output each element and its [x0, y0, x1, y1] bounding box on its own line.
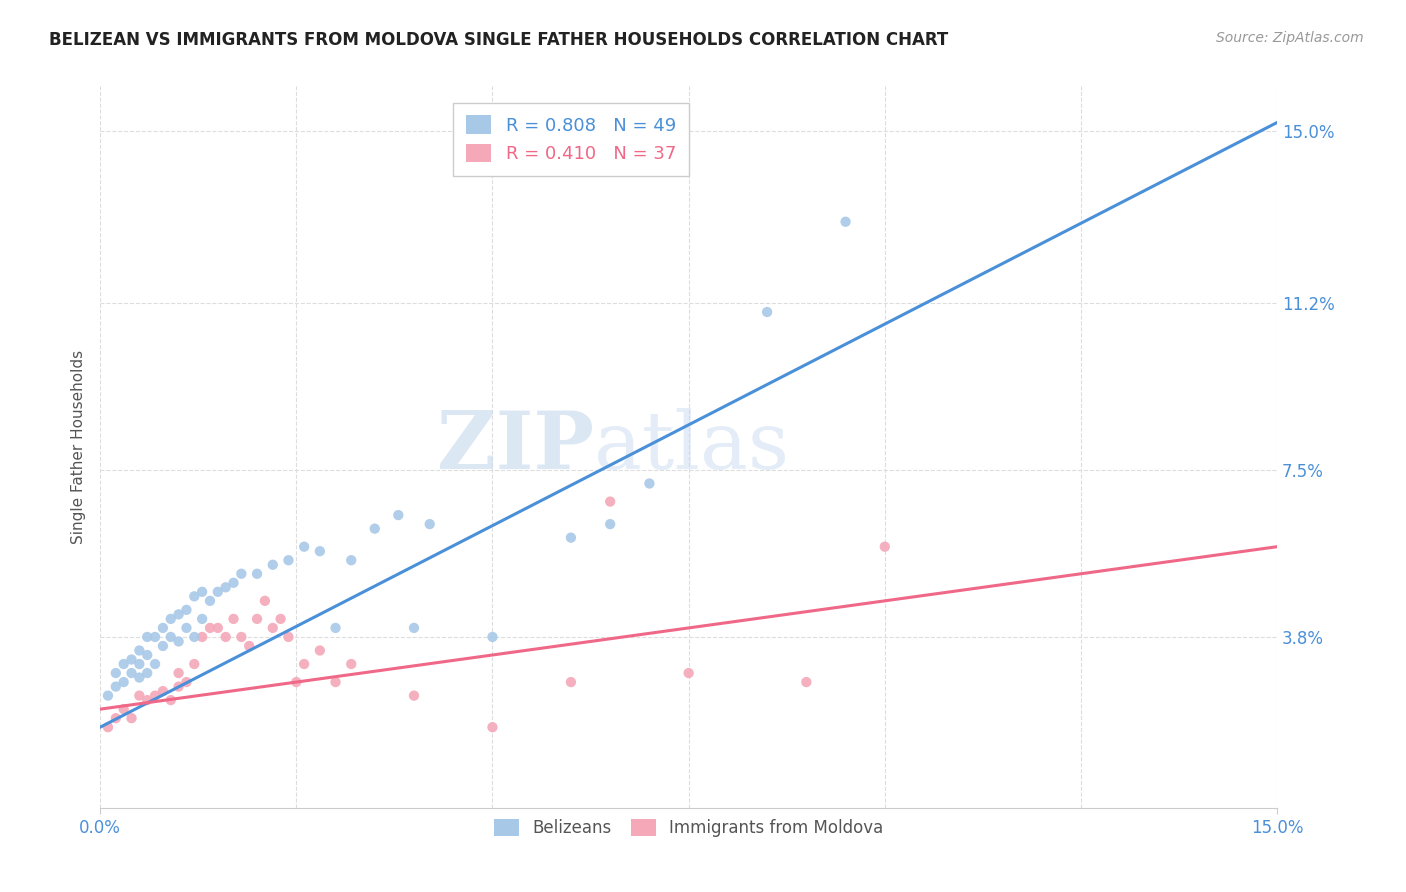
- Point: [183, 630, 205, 644]
- Point: [176, 603, 198, 617]
- Point: [207, 584, 229, 599]
- Point: [198, 621, 221, 635]
- Point: [270, 612, 292, 626]
- Point: [253, 594, 276, 608]
- Point: [198, 594, 221, 608]
- Point: [167, 634, 190, 648]
- Point: [152, 621, 174, 635]
- Point: [152, 684, 174, 698]
- Point: [756, 305, 779, 319]
- Point: [112, 702, 135, 716]
- Point: [308, 544, 330, 558]
- Point: [215, 580, 238, 594]
- Point: [104, 711, 127, 725]
- Point: [167, 666, 190, 681]
- Point: [121, 652, 143, 666]
- Point: [159, 630, 181, 644]
- Y-axis label: Single Father Households: Single Father Households: [72, 351, 86, 544]
- Point: [340, 553, 363, 567]
- Point: [136, 648, 159, 662]
- Point: [481, 630, 503, 644]
- Point: [308, 643, 330, 657]
- Point: [104, 666, 127, 681]
- Point: [136, 630, 159, 644]
- Point: [167, 680, 190, 694]
- Point: [402, 689, 425, 703]
- Text: atlas: atlas: [595, 409, 790, 486]
- Point: [222, 575, 245, 590]
- Point: [191, 612, 214, 626]
- Point: [143, 689, 166, 703]
- Point: [121, 666, 143, 681]
- Point: [387, 508, 409, 522]
- Point: [97, 720, 120, 734]
- Point: [678, 666, 700, 681]
- Point: [128, 643, 150, 657]
- Point: [277, 630, 299, 644]
- Point: [638, 476, 661, 491]
- Point: [176, 675, 198, 690]
- Point: [292, 540, 315, 554]
- Point: [873, 540, 896, 554]
- Point: [128, 671, 150, 685]
- Point: [152, 639, 174, 653]
- Point: [112, 675, 135, 690]
- Text: Source: ZipAtlas.com: Source: ZipAtlas.com: [1216, 31, 1364, 45]
- Point: [104, 680, 127, 694]
- Point: [136, 693, 159, 707]
- Point: [128, 689, 150, 703]
- Point: [128, 657, 150, 671]
- Point: [262, 621, 284, 635]
- Point: [207, 621, 229, 635]
- Point: [262, 558, 284, 572]
- Point: [176, 621, 198, 635]
- Point: [325, 675, 347, 690]
- Text: BELIZEAN VS IMMIGRANTS FROM MOLDOVA SINGLE FATHER HOUSEHOLDS CORRELATION CHART: BELIZEAN VS IMMIGRANTS FROM MOLDOVA SING…: [49, 31, 949, 49]
- Point: [794, 675, 817, 690]
- Point: [834, 215, 856, 229]
- Legend: Belizeans, Immigrants from Moldova: Belizeans, Immigrants from Moldova: [486, 812, 890, 844]
- Point: [112, 657, 135, 671]
- Point: [364, 522, 387, 536]
- Point: [183, 657, 205, 671]
- Point: [246, 612, 269, 626]
- Point: [97, 689, 120, 703]
- Point: [231, 566, 253, 581]
- Point: [159, 612, 181, 626]
- Point: [419, 517, 441, 532]
- Point: [143, 657, 166, 671]
- Point: [599, 517, 621, 532]
- Point: [277, 553, 299, 567]
- Point: [238, 639, 260, 653]
- Point: [246, 566, 269, 581]
- Point: [215, 630, 238, 644]
- Point: [121, 711, 143, 725]
- Point: [285, 675, 308, 690]
- Point: [481, 720, 503, 734]
- Point: [183, 590, 205, 604]
- Point: [159, 693, 181, 707]
- Point: [136, 666, 159, 681]
- Point: [560, 675, 582, 690]
- Point: [143, 630, 166, 644]
- Point: [167, 607, 190, 622]
- Point: [340, 657, 363, 671]
- Point: [191, 630, 214, 644]
- Point: [560, 531, 582, 545]
- Point: [292, 657, 315, 671]
- Point: [599, 494, 621, 508]
- Point: [222, 612, 245, 626]
- Point: [231, 630, 253, 644]
- Point: [402, 621, 425, 635]
- Point: [325, 621, 347, 635]
- Text: ZIP: ZIP: [437, 409, 595, 486]
- Point: [191, 584, 214, 599]
